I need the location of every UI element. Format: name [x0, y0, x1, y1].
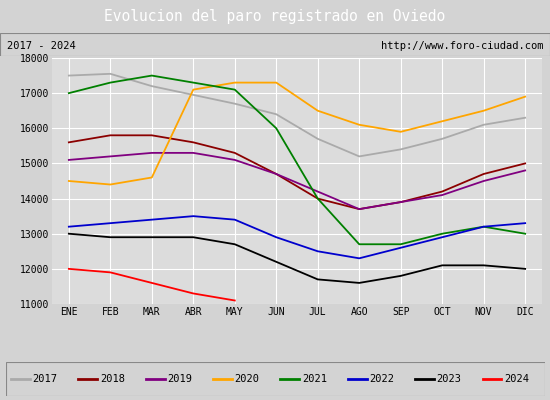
- Text: 2017: 2017: [32, 374, 57, 384]
- Text: Evolucion del paro registrado en Oviedo: Evolucion del paro registrado en Oviedo: [104, 9, 446, 24]
- Text: 2022: 2022: [370, 374, 394, 384]
- Text: 2021: 2021: [302, 374, 327, 384]
- Text: 2019: 2019: [167, 374, 192, 384]
- Text: 2023: 2023: [437, 374, 461, 384]
- Text: 2020: 2020: [235, 374, 260, 384]
- Text: 2024: 2024: [504, 374, 529, 384]
- Text: 2018: 2018: [100, 374, 125, 384]
- Text: http://www.foro-ciudad.com: http://www.foro-ciudad.com: [381, 40, 543, 50]
- Text: 2017 - 2024: 2017 - 2024: [7, 40, 75, 50]
